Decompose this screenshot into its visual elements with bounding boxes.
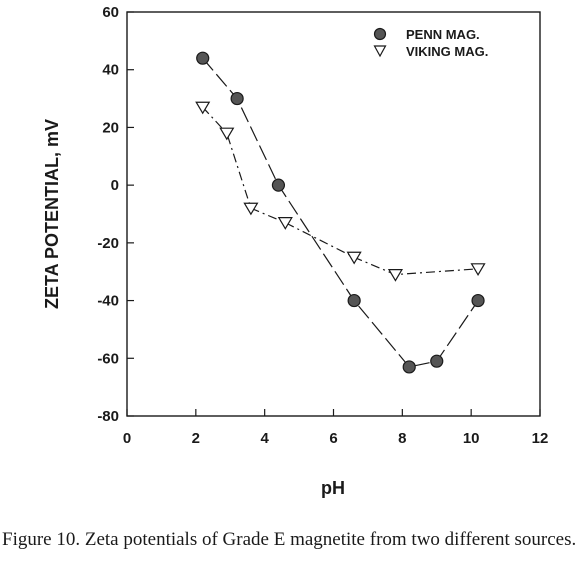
x-tick-label: 0 xyxy=(123,430,131,447)
y-tick-label: 60 xyxy=(102,4,119,21)
data-point-viking-mag xyxy=(387,269,404,282)
y-axis-ticks: 60 40 20 0 -20 -40 -60 -80 xyxy=(97,4,134,425)
data-point-penn-mag xyxy=(196,51,210,65)
y-tick-label: -60 xyxy=(97,350,119,367)
legend-label-penn-mag: PENN MAG. xyxy=(406,27,480,42)
series-markers xyxy=(195,51,486,374)
x-tick-label: 8 xyxy=(398,430,406,447)
x-tick-label: 2 xyxy=(192,430,200,447)
series-line-penn-mag xyxy=(202,57,479,368)
y-tick-label: 0 xyxy=(111,177,119,194)
data-point-viking-mag xyxy=(346,251,362,265)
data-point-penn-mag xyxy=(347,293,361,308)
x-tick-label: 12 xyxy=(532,430,549,447)
data-point-viking-mag xyxy=(243,202,259,216)
zeta-potential-chart: 0 2 4 6 8 10 12 60 40 20 0 -20 -40 -60 -80 pH ZETA PO… xyxy=(42,4,549,498)
y-tick-label: 40 xyxy=(102,62,119,79)
x-axis-ticks: 0 2 4 6 8 10 12 xyxy=(123,409,549,447)
x-tick-label: 4 xyxy=(260,430,269,447)
x-tick-label: 10 xyxy=(463,430,480,447)
x-tick-label: 6 xyxy=(329,430,337,447)
data-point-penn-mag xyxy=(430,354,444,368)
data-point-penn-mag xyxy=(230,91,244,106)
y-tick-label: 20 xyxy=(102,119,119,136)
legend: PENN MAG. VIKING MAG. xyxy=(373,27,488,59)
x-axis-label: pH xyxy=(321,478,345,498)
legend-label-viking-mag: VIKING MAG. xyxy=(406,44,488,59)
plot-frame xyxy=(126,11,541,417)
data-point-penn-mag xyxy=(271,178,286,192)
y-axis-label: ZETA POTENTIAL, mV xyxy=(42,119,62,309)
data-point-viking-mag xyxy=(195,101,211,115)
data-point-viking-mag xyxy=(470,263,486,277)
legend-marker-penn-mag xyxy=(373,27,387,41)
y-tick-label: -80 xyxy=(97,408,119,425)
legend-marker-viking-mag xyxy=(373,45,387,58)
data-point-penn-mag xyxy=(471,293,485,308)
data-point-penn-mag xyxy=(402,360,416,374)
y-tick-label: -40 xyxy=(97,293,119,310)
series-lines xyxy=(202,57,479,368)
figure-caption: Figure 10. Zeta potentials of Grade E ma… xyxy=(2,529,577,550)
data-point-viking-mag xyxy=(277,217,293,230)
data-point-viking-mag xyxy=(219,127,235,141)
series-line-viking-mag xyxy=(202,106,479,276)
y-tick-label: -20 xyxy=(97,235,119,252)
